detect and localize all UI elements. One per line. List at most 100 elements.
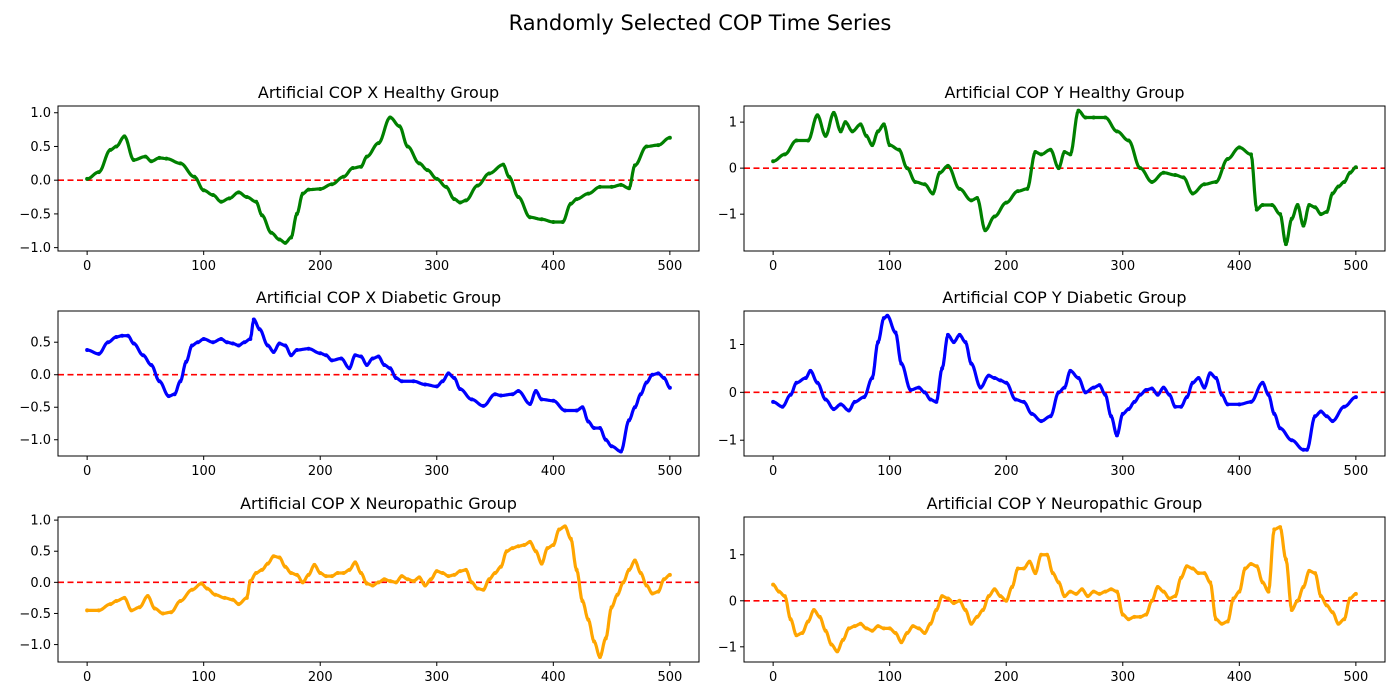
data-point-y-neuropathic: [957, 598, 962, 603]
data-point-x-healthy: [108, 147, 113, 152]
data-point-y-neuropathic: [1348, 596, 1353, 601]
x-tick-label: 300: [1110, 670, 1135, 685]
data-point-y-neuropathic: [1243, 566, 1248, 571]
data-point-x-neuropathic: [370, 583, 375, 588]
data-point-x-neuropathic: [199, 581, 204, 586]
data-point-y-diabetic: [1039, 419, 1044, 424]
data-point-y-neuropathic: [1132, 614, 1137, 619]
data-point-y-diabetic: [1237, 402, 1242, 407]
data-point-y-neuropathic: [1313, 571, 1318, 576]
data-point-x-neuropathic: [335, 571, 340, 576]
data-point-y-neuropathic: [1179, 575, 1184, 580]
data-point-y-neuropathic: [1208, 580, 1213, 585]
data-point-y-diabetic: [1179, 404, 1184, 409]
data-point-x-healthy: [227, 196, 232, 201]
data-point-y-neuropathic: [1144, 612, 1149, 617]
data-point-x-healthy: [405, 144, 410, 149]
data-point-y-neuropathic: [864, 626, 869, 631]
y-tick-label: 0.0: [30, 174, 51, 189]
data-point-y-healthy: [843, 120, 848, 125]
data-point-y-neuropathic: [800, 631, 805, 635]
panel-x-neuropathic: Artificial COP X Neuropathic Group 0 100 20…: [19, 494, 700, 685]
data-point-y-healthy: [897, 147, 902, 152]
data-point-y-healthy: [1353, 165, 1358, 170]
data-point-y-neuropathic: [1091, 589, 1096, 594]
data-point-y-healthy: [1048, 147, 1053, 152]
data-point-y-diabetic: [852, 399, 857, 404]
data-point-x-neuropathic: [190, 587, 195, 592]
data-point-y-diabetic: [1225, 402, 1230, 407]
data-point-y-neuropathic: [1248, 561, 1253, 566]
data-point-y-diabetic: [1272, 411, 1277, 416]
data-point-y-neuropathic: [1021, 566, 1026, 571]
data-point-y-neuropathic: [1214, 617, 1219, 622]
data-point-y-diabetic: [771, 399, 776, 404]
data-point-x-neuropathic: [294, 572, 299, 577]
y-tick-label: −1.0: [19, 241, 51, 256]
data-point-y-diabetic: [1048, 414, 1053, 419]
data-point-x-healthy: [444, 184, 449, 189]
data-point-y-neuropathic: [806, 619, 811, 624]
data-point-x-diabetic: [283, 343, 288, 348]
data-point-y-neuropathic: [916, 626, 921, 631]
data-point-y-diabetic: [1313, 414, 1318, 419]
data-point-y-neuropathic: [1097, 591, 1102, 596]
data-point-x-neuropathic: [522, 543, 527, 547]
data-point-y-neuropathic: [934, 607, 939, 612]
data-point-y-diabetic: [1324, 414, 1329, 419]
data-point-y-neuropathic: [1190, 566, 1195, 571]
y-tick-label: −1.0: [19, 433, 51, 448]
data-point-x-diabetic: [195, 340, 200, 345]
data-point-x-diabetic: [510, 392, 515, 397]
data-point-y-diabetic: [794, 380, 799, 385]
y-tick-label: −1.0: [19, 638, 51, 653]
data-point-y-healthy: [1342, 179, 1347, 184]
data-point-y-healthy: [1015, 189, 1020, 194]
data-point-x-diabetic: [289, 353, 294, 358]
data-point-x-neuropathic: [318, 571, 323, 576]
data-point-x-healthy: [294, 211, 299, 216]
data-point-y-neuropathic: [1161, 589, 1166, 594]
x-tick-label: 0: [769, 464, 777, 479]
y-tick-label: 1: [729, 548, 737, 563]
data-point-x-diabetic: [452, 375, 457, 380]
data-point-y-neuropathic: [829, 642, 834, 647]
data-point-y-healthy: [1091, 115, 1096, 120]
data-point-x-neuropathic: [300, 580, 305, 585]
data-point-x-diabetic: [632, 405, 637, 410]
data-point-y-diabetic: [1289, 438, 1294, 443]
x-tick-label: 500: [1343, 464, 1368, 479]
y-tick-label: 0.5: [30, 336, 51, 351]
data-point-x-diabetic: [609, 444, 614, 449]
data-point-x-neuropathic: [129, 608, 134, 613]
data-point-x-neuropathic: [382, 577, 387, 582]
data-point-y-neuropathic: [940, 594, 945, 599]
data-point-y-diabetic: [1208, 371, 1213, 376]
data-point-x-neuropathic: [487, 577, 492, 582]
data-point-x-neuropathic: [580, 599, 585, 604]
data-point-x-diabetic: [85, 348, 90, 353]
x-tick-label: 300: [1110, 259, 1135, 274]
x-tick-label: 500: [657, 670, 682, 685]
data-point-y-neuropathic: [1155, 584, 1160, 589]
data-point-y-neuropathic: [1120, 612, 1125, 617]
panel-y-neuropathic: Artificial COP Y Neuropathic Group 0 100 20…: [718, 494, 1386, 685]
data-point-y-neuropathic: [1353, 591, 1358, 596]
data-point-y-diabetic: [998, 378, 1003, 383]
data-point-y-healthy: [1083, 115, 1088, 120]
data-point-x-diabetic: [388, 366, 393, 371]
data-point-y-healthy: [1289, 216, 1294, 221]
data-point-x-diabetic: [656, 371, 661, 376]
data-point-y-healthy: [913, 179, 918, 184]
data-point-y-neuropathic: [1015, 566, 1020, 571]
y-tick-label: 1.0: [30, 514, 51, 529]
data-point-x-neuropathic: [446, 574, 451, 579]
data-point-y-neuropathic: [963, 607, 968, 612]
data-point-y-healthy: [905, 166, 910, 171]
data-point-y-neuropathic: [858, 621, 863, 626]
data-point-x-neuropathic: [259, 567, 264, 572]
data-point-x-neuropathic: [609, 605, 614, 610]
data-point-x-diabetic: [597, 426, 602, 431]
data-point-x-neuropathic: [122, 595, 127, 600]
data-point-y-healthy: [1076, 108, 1081, 113]
